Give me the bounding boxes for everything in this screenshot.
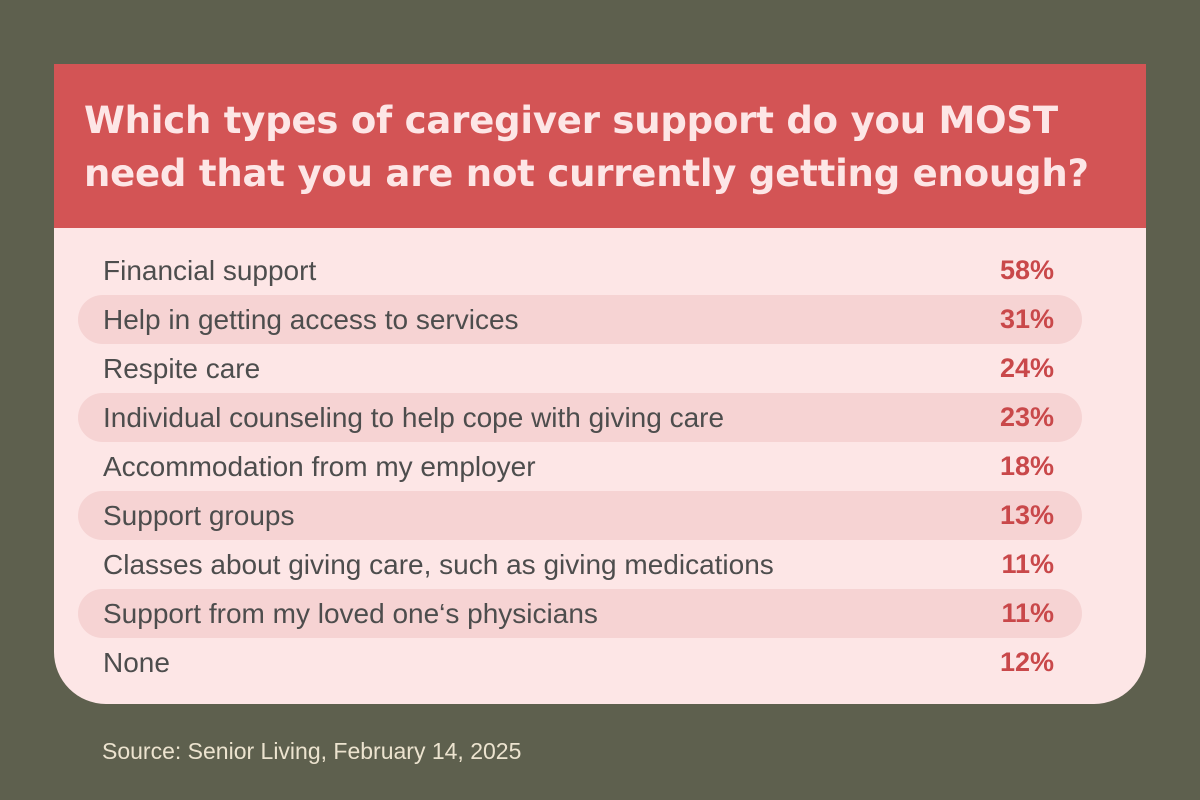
table-row: Individual counseling to help cope with … xyxy=(78,393,1082,442)
row-value: 18% xyxy=(999,451,1054,481)
row-label: Financial support xyxy=(103,255,317,286)
table-row: Accommodation from my employer 18% xyxy=(78,442,1082,491)
survey-card: Which types of caregiver support do you … xyxy=(54,64,1146,704)
row-value: 23% xyxy=(999,402,1054,432)
title-banner: Which types of caregiver support do you … xyxy=(54,64,1146,228)
table-row: Support groups 13% xyxy=(78,491,1082,540)
row-value: 13% xyxy=(999,500,1054,530)
row-label: None xyxy=(103,647,170,678)
table-row: Help in getting access to services 31% xyxy=(78,295,1082,344)
table-row: Support from my loved one‘s physicians 11… xyxy=(78,589,1082,638)
row-label: Individual counseling to help cope with … xyxy=(103,402,725,433)
source-note: Source: Senior Living, February 14, 2025 xyxy=(102,738,522,764)
row-label: Help in getting access to services xyxy=(103,304,519,335)
chart-title: Which types of caregiver support do you … xyxy=(84,99,1089,195)
row-label: Classes about giving care, such as givin… xyxy=(103,549,774,580)
row-label: Respite care xyxy=(103,353,261,384)
row-label: Support from my loved one‘s physicians xyxy=(103,598,598,629)
table-row: None 12% xyxy=(78,638,1082,687)
results-table: Financial support 58% Help in getting acce… xyxy=(78,246,1082,687)
row-value: 12% xyxy=(999,647,1054,677)
row-value: 58% xyxy=(999,255,1054,285)
table-row: Classes about giving care, such as givin… xyxy=(78,540,1082,589)
row-value: 11% xyxy=(1001,598,1054,628)
table-row: Respite care 24% xyxy=(78,344,1082,393)
row-label: Support groups xyxy=(103,500,295,531)
row-label: Accommodation from my employer xyxy=(103,451,536,482)
table-row: Financial support 58% xyxy=(78,246,1082,295)
row-value: 11% xyxy=(1001,549,1054,579)
row-value: 24% xyxy=(999,353,1054,383)
row-value: 31% xyxy=(999,304,1054,334)
